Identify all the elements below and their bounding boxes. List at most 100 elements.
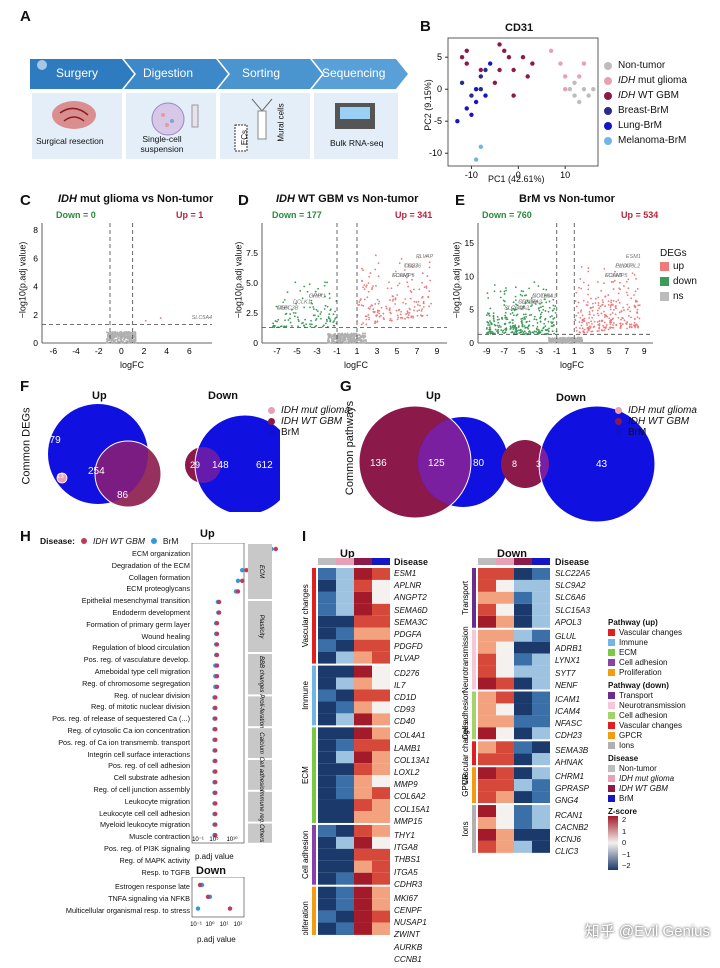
heatmap-gene-label: COL15A1	[394, 804, 430, 814]
pca-point	[483, 93, 488, 98]
gsea-dot-gbm	[213, 758, 218, 764]
volcano-c-up: Up = 1	[176, 210, 204, 220]
heatmap-cell	[372, 824, 390, 837]
gsea-term: Muscle contraction	[129, 832, 190, 842]
pca-ytick: 0	[437, 84, 442, 94]
volcano-xtick: -3	[535, 346, 543, 356]
pca-point	[497, 67, 502, 73]
zscore-tick: −1	[622, 849, 631, 859]
gsea-dot-brm	[235, 578, 241, 583]
heatmap-cell	[496, 791, 514, 804]
heatmap-group-bar	[472, 741, 476, 766]
gsea-category-box	[248, 791, 272, 822]
heatmap-gene-label: PDGFD	[394, 642, 423, 652]
heatmap-gene-label: CD40	[394, 717, 415, 727]
heatmap-legend-item: GPCR	[608, 730, 686, 740]
heatmap-cell	[354, 727, 372, 740]
volcano-ytick: 0	[33, 338, 38, 348]
heatmap-cell	[318, 860, 336, 873]
pca-point	[511, 67, 516, 73]
volcano-xtick: 0	[119, 346, 124, 356]
heatmap-gene-label: MKI67	[394, 893, 418, 903]
heatmap-group-label: Cell adhesion	[301, 831, 310, 879]
heatmap-gene-label: NUSAP1	[394, 918, 427, 928]
heatmap-group-bar	[312, 665, 316, 726]
heatmap-cell	[514, 703, 532, 716]
heatmap-cell	[372, 603, 390, 616]
panel-label-e: E	[455, 192, 466, 209]
heatmap-cell	[478, 677, 496, 690]
heatmap-legend-title: Pathway (up)	[608, 618, 658, 627]
pca-point	[464, 48, 469, 53]
heatmap-legend-item: Ions	[608, 740, 686, 750]
heatmap-cell	[478, 791, 496, 804]
heatmap-cell	[354, 568, 372, 580]
heatmap-plots: Vascular changes Immune ECM Cell adhesion Pr…	[301, 558, 550, 935]
gsea-down-dot-gbm	[227, 906, 233, 911]
heatmap-gene-label: CD1D	[394, 692, 417, 702]
gsea-dot-gbm	[213, 833, 218, 838]
heatmap-cell	[514, 828, 532, 841]
panel-label-a: A	[20, 8, 31, 25]
venn-f-down-title: Down	[208, 390, 238, 402]
heatmap-cell	[372, 848, 390, 861]
heatmap-cell	[514, 568, 532, 580]
venn-f-612: 612	[256, 460, 273, 471]
panel-label-c: C	[20, 192, 31, 209]
gsea-down-term: Estrogen response late	[114, 882, 190, 891]
gsea-term: Integrin cell surface interactions	[87, 749, 190, 759]
pca-legend-item: Breast-BrM	[604, 103, 687, 118]
volcano-gene-label: SLC5A4	[192, 315, 213, 321]
venn-g-up-title: Up	[426, 390, 441, 402]
heatmap-cell	[318, 799, 336, 811]
venn-f-legend: IDH mut glioma IDH WT GBM BrM	[268, 405, 350, 438]
gsea-down-xtick: 10²	[234, 922, 243, 927]
heatmap-cell	[354, 860, 372, 873]
heatmap-cell	[336, 836, 354, 849]
pca-point	[548, 48, 554, 53]
heatmap-cell	[354, 579, 372, 592]
heatmap-cell	[496, 677, 514, 690]
heatmap-group-label: Immune	[301, 680, 310, 709]
venn-g-80: 80	[473, 458, 485, 469]
heatmap-gene-label: ICAM4	[555, 707, 581, 717]
heatmap-cell	[336, 910, 354, 923]
heatmap-gene-label: LOXL2	[394, 768, 420, 777]
heatmap-cell	[372, 665, 390, 678]
pca-point	[478, 67, 484, 73]
heatmap-cell	[532, 677, 550, 690]
pca-point	[591, 87, 596, 92]
heatmap-cell	[336, 824, 354, 837]
gsea-term: Leukocyte cell cell adhesion	[99, 808, 190, 818]
panel-label-g: G	[340, 378, 352, 395]
gsea-dot-gbm	[213, 705, 218, 711]
volcano-gene-label: NOTUM	[532, 293, 553, 299]
heatmap-cell	[478, 703, 496, 716]
heatmap-cell	[318, 872, 336, 885]
pca-point	[558, 61, 563, 66]
venn-g-3: 3	[536, 459, 542, 469]
volcano-xtick: 5	[607, 346, 612, 356]
heatmap-cell	[354, 824, 372, 837]
gsea-category-box	[248, 654, 272, 695]
heatmap-cell	[372, 627, 390, 640]
gsea-dot-gbm	[214, 674, 220, 679]
volcano-c-ylabel: −log10(p.adj value)	[17, 241, 28, 319]
gsea-dot-gbm	[213, 727, 218, 732]
gsea-dot-gbm	[214, 642, 220, 647]
volcano-d-ylabel: −log10(p.adj value)	[233, 241, 244, 319]
volcano-c-down: Down = 0	[56, 210, 96, 220]
pca-point	[459, 80, 465, 85]
degs-legend: DEGs up down ns	[660, 248, 697, 302]
gsea-term: Pos. reg. of PI3K signaling	[104, 843, 190, 853]
pca-point	[473, 87, 479, 92]
heatmap-gene-label: COL6A2	[394, 792, 426, 802]
heatmap-legend-item: IDH WT GBM	[608, 783, 686, 793]
workflow-step-sorting: Sorting	[242, 66, 281, 80]
venn-f-148: 148	[212, 460, 229, 471]
heatmap-cell	[354, 775, 372, 788]
gsea-dot-gbm	[235, 589, 241, 594]
heatmap-cell	[354, 677, 372, 690]
heatmap-cell	[318, 910, 336, 923]
volcano-gene-label: CD276	[404, 263, 422, 269]
